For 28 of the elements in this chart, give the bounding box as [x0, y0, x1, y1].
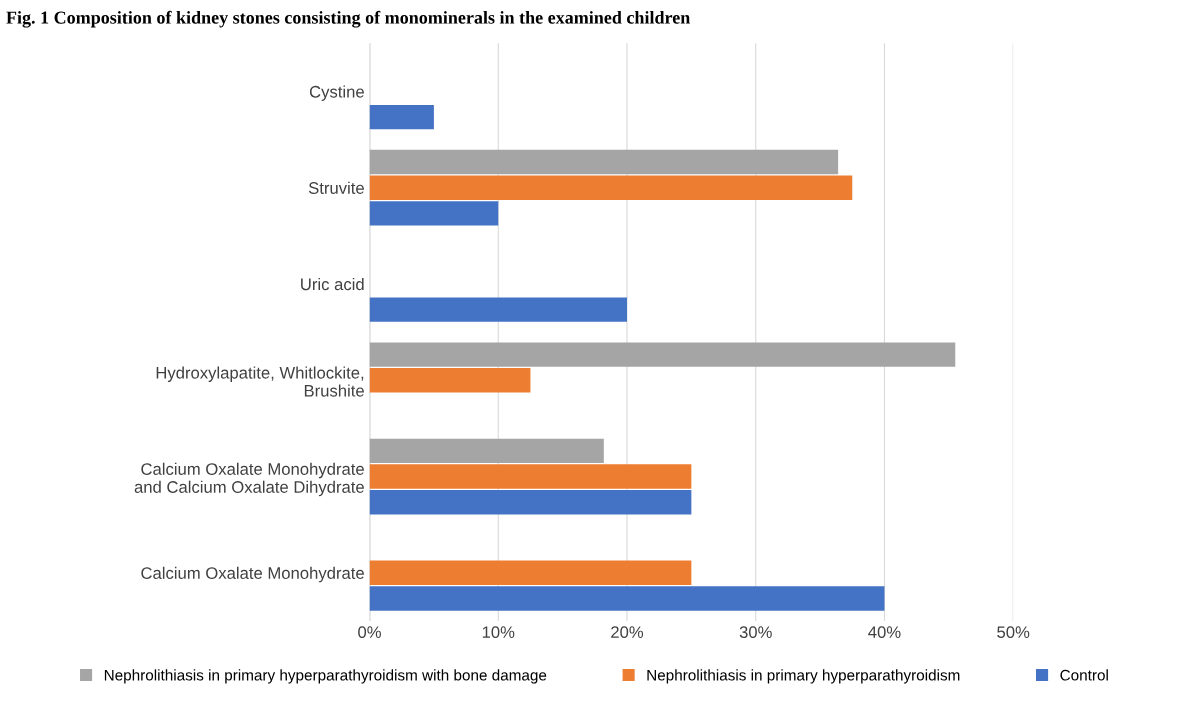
x-tick-label: 30% [739, 626, 772, 639]
bar [369, 490, 692, 515]
y-tick-label: Cystine [309, 85, 364, 101]
bar [369, 201, 499, 226]
x-tick-label: 40% [868, 626, 901, 639]
bar [369, 464, 692, 489]
y-tick-label: Hydroxylapatite, Whitlockite, Brushite [156, 366, 364, 397]
bar [369, 438, 604, 464]
chart-title: Fig. 1 Composition of kidney stones consisting of monominerals in the examined children [6, 10, 691, 28]
bar [369, 104, 434, 130]
bar [369, 368, 531, 393]
bar [369, 342, 956, 367]
x-tick-label: 20% [611, 626, 644, 639]
legend-label: Nephrolithiasis in primary hyperparathyroidism [647, 669, 960, 684]
bar [369, 175, 853, 200]
y-tick-label: Uric acid [301, 277, 364, 291]
y-tick-label: Struvite [308, 181, 364, 194]
bar [369, 560, 692, 585]
x-tick-label: 50% [997, 626, 1030, 639]
x-tick-label: 10% [482, 626, 515, 639]
x-tick-label: 0% [358, 626, 381, 639]
legend-label: Control [1060, 669, 1108, 681]
bar [369, 149, 839, 175]
bar [369, 586, 885, 611]
y-tick-label: Calcium Oxalate Monohydrate and Calcium Oxalate Dihydrate [134, 462, 364, 497]
y-tick-label: Calcium Oxalate Monohydrate [141, 566, 364, 583]
legend-label: Nephrolithiasis in primary hyperparathyroidism with bone damage [104, 669, 547, 684]
bar [369, 297, 627, 322]
